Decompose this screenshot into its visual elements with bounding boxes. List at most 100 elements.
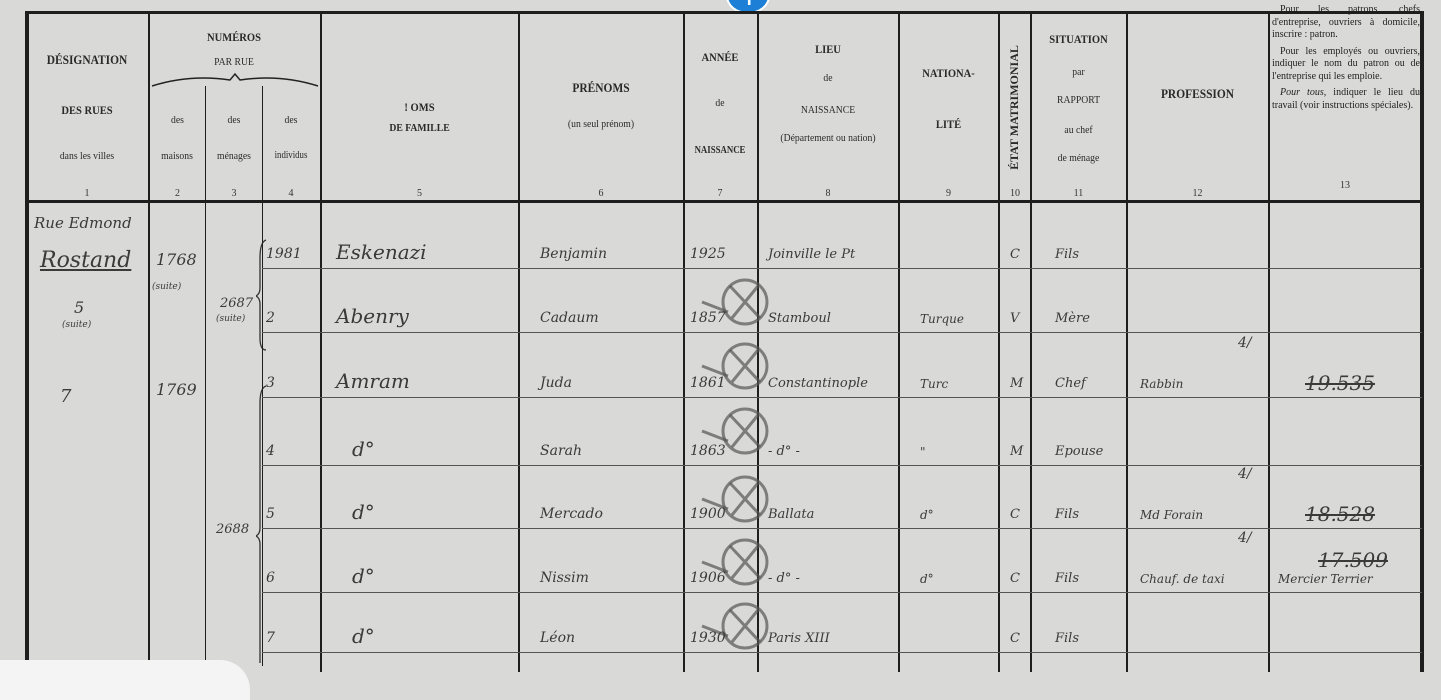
col4-label: des: [284, 114, 298, 126]
first-name: Cadaum: [540, 310, 599, 326]
surname: Eskenazi: [336, 240, 427, 264]
col4-label2: individus: [274, 150, 308, 161]
birth-year: 1857: [690, 310, 726, 326]
household-number-2: 2688: [216, 522, 250, 537]
top-rule: [25, 11, 1424, 14]
column-rule: [1420, 12, 1424, 672]
des-rues-label: DES RUES: [61, 103, 113, 117]
first-name: Benjamin: [540, 246, 608, 262]
instruction-employes: Pour les employés ou ouvriers, indiquer …: [1272, 45, 1420, 82]
individual-number: 5: [266, 506, 275, 522]
row-rule: [262, 592, 1422, 593]
birth-year: 1925: [690, 246, 726, 262]
column-rule: [262, 86, 263, 666]
birth-year: 1900: [690, 506, 726, 522]
birthplace: - d° -: [768, 444, 800, 459]
marital-status: C: [1010, 571, 1020, 586]
household-number: 2687: [220, 296, 254, 311]
surname: d°: [352, 564, 375, 588]
nationality: Turque: [920, 312, 964, 326]
column-number: 2: [175, 188, 180, 199]
brace-decoration: [151, 72, 319, 87]
nationality: Turc: [920, 377, 949, 391]
birth-year: 1930: [690, 630, 726, 646]
marital-status: M: [1010, 376, 1024, 391]
row-rule: [262, 652, 1422, 653]
individual-number: 1981: [266, 246, 302, 262]
instruction-tous-text: , indiquer le lieu du travail (voir inst…: [1272, 87, 1420, 111]
instruction-tous: Pour tous, indiquer le lieu du travail (…: [1272, 87, 1420, 112]
individual-number: 4: [266, 443, 275, 459]
birthplace: Joinville le Pt: [768, 247, 856, 262]
de-famille-label: DE FAMILLE: [389, 122, 450, 134]
pencil-circle-mark: [701, 278, 769, 326]
column-number: 8: [825, 188, 831, 199]
lieu-naissance-label: NAISSANCE: [800, 104, 856, 116]
pencil-circle-mark: [701, 342, 769, 390]
etat-matrimonial-title: ÉTAT MATRIMONIAL: [1000, 20, 1028, 195]
etat-matrimonial-text: ÉTAT MATRIMONIAL: [1006, 45, 1021, 170]
birthplace: Paris XIII: [768, 631, 830, 646]
column-number: 4: [288, 188, 294, 199]
column-number: 3: [231, 188, 237, 199]
noms-title: ! OMS: [404, 100, 435, 114]
column-rule: [205, 86, 206, 666]
relation-to-head: Fils: [1055, 247, 1080, 262]
column-rule: [518, 12, 520, 672]
relation-to-head: Mère: [1055, 311, 1090, 326]
lieu-title: LIEU: [815, 42, 841, 56]
column-number: 5: [417, 188, 422, 199]
nationalite-sub: LITÉ: [935, 117, 962, 131]
household-suite-note: (suite): [216, 314, 246, 324]
row-rule: [262, 397, 1422, 398]
individual-number: 2: [266, 310, 275, 326]
birthplace: Constantinople: [768, 376, 868, 391]
relation-to-head: Fils: [1055, 631, 1080, 646]
nationality: d°: [920, 508, 934, 522]
employer: 18.528: [1305, 502, 1375, 526]
column-rule: [683, 12, 685, 672]
relation-to-head: Epouse: [1055, 444, 1104, 459]
marital-status: M: [1010, 444, 1024, 459]
annee-de-label: de: [715, 97, 725, 109]
profession: Chauf. de taxi: [1140, 572, 1225, 586]
individual-number: 6: [266, 570, 275, 586]
nationality: ": [920, 445, 926, 459]
annee-naissance-label: NAISSANCE: [694, 145, 746, 156]
designation-title: DÉSIGNATION: [46, 52, 128, 67]
nationalite-title: NATIONA-: [922, 66, 975, 80]
profession: Rabbin: [1140, 377, 1184, 391]
birthplace: - d° -: [768, 571, 800, 586]
pencil-circle-mark: [701, 602, 769, 650]
first-name: Juda: [540, 375, 572, 391]
pencil-circle-mark: [701, 407, 769, 455]
col2-label2: maisons: [161, 150, 193, 162]
column-rule: [1030, 12, 1032, 672]
individual-number: 7: [266, 630, 275, 646]
relation-to-head: Fils: [1055, 571, 1080, 586]
instruction-tous-em: Pour tous: [1280, 87, 1324, 98]
column-number: 7: [717, 188, 723, 199]
instruction-patrons: Pour les patrons, chefs d'entreprise, ou…: [1272, 4, 1420, 40]
situation-au-chef: au chef: [1064, 124, 1093, 136]
birthplace: Ballata: [768, 507, 815, 522]
birth-year: 1861: [690, 375, 726, 391]
tally-mark: 4/: [1238, 335, 1252, 351]
birthplace: Stamboul: [768, 311, 831, 326]
profession-title: PROFESSION: [1160, 86, 1235, 101]
overlay-corner: [0, 660, 250, 700]
column-rule: [757, 12, 759, 672]
par-rue-label: PAR RUE: [214, 56, 254, 68]
prenoms-title: PRÉNOMS: [572, 80, 630, 95]
first-name: Mercado: [540, 506, 603, 522]
column-rule: [25, 12, 29, 672]
marital-status: C: [1010, 507, 1020, 522]
house-suite-note: (suite): [152, 282, 182, 292]
instructions-note: Pour les patrons, chefs d'entreprise, ou…: [1272, 4, 1420, 116]
lieu-de-label: de: [823, 72, 833, 84]
household-brackets: [256, 239, 267, 663]
surname: Amram: [336, 369, 410, 393]
street-suite-note: (suite): [62, 320, 92, 330]
column-rule: [1268, 12, 1270, 672]
row-rule: [262, 332, 1422, 333]
